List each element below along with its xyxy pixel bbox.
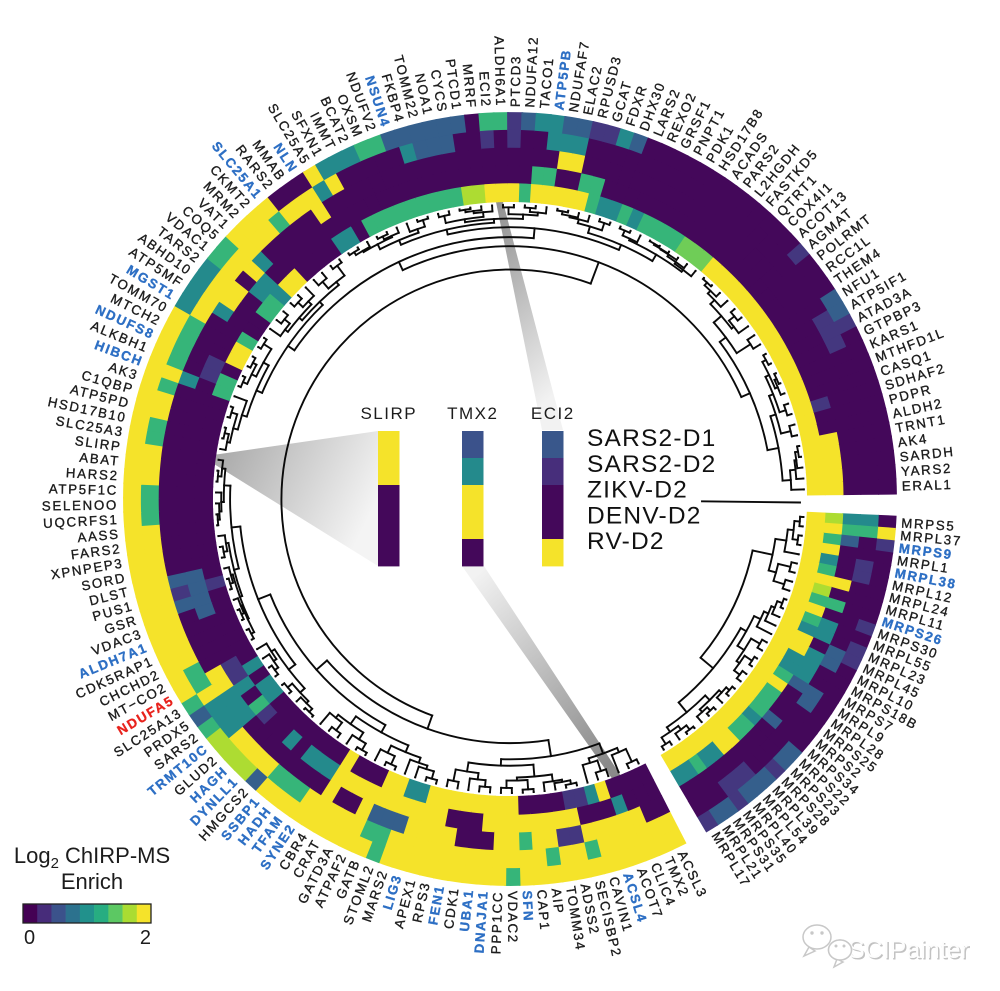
svg-text:SCIPainter: SCIPainter <box>848 936 969 964</box>
svg-text:AIP: AIP <box>549 887 567 915</box>
svg-text:UQCRFS1: UQCRFS1 <box>43 512 119 531</box>
svg-text:MRRF: MRRF <box>460 63 479 109</box>
svg-text:ZIKV-D2: ZIKV-D2 <box>587 477 688 504</box>
svg-text:TMX2: TMX2 <box>447 404 498 423</box>
svg-text:DENV-D2: DENV-D2 <box>587 502 702 529</box>
svg-text:DNAJA1: DNAJA1 <box>472 890 491 954</box>
svg-text:PTCD3: PTCD3 <box>508 55 524 107</box>
svg-text:YARS2: YARS2 <box>900 461 952 480</box>
svg-text:AK4: AK4 <box>897 431 929 450</box>
svg-text:SCIPainter: SCIPainter <box>850 938 971 966</box>
svg-text:AASS: AASS <box>77 527 120 546</box>
svg-text:SARS2-D1: SARS2-D1 <box>587 425 716 452</box>
svg-text:MRPL37: MRPL37 <box>900 528 963 549</box>
svg-text:SARDH: SARDH <box>899 444 955 465</box>
svg-text:MRPS9: MRPS9 <box>898 541 954 563</box>
svg-text:ERAL1: ERAL1 <box>902 477 953 494</box>
svg-text:SFN: SFN <box>520 890 536 922</box>
svg-text:Log2 ChIRP-MS: Log2 ChIRP-MS <box>14 843 170 872</box>
svg-text:CAP1: CAP1 <box>534 889 552 932</box>
svg-text:UBA1: UBA1 <box>457 888 476 932</box>
svg-text:NDUFA12: NDUFA12 <box>522 35 541 107</box>
svg-text:ALDH6A1: ALDH6A1 <box>491 36 508 107</box>
svg-text:0: 0 <box>24 927 35 949</box>
svg-text:PPP1CC: PPP1CC <box>488 891 505 955</box>
svg-text:HARS2: HARS2 <box>66 465 120 483</box>
svg-text:ATP5F1C: ATP5F1C <box>49 481 119 498</box>
svg-text:CDK1: CDK1 <box>441 886 462 930</box>
svg-text:MRPS5: MRPS5 <box>901 516 956 534</box>
svg-text:ECI2: ECI2 <box>531 404 575 423</box>
svg-text:SLIRP: SLIRP <box>360 404 417 423</box>
svg-text:SARS2-D2: SARS2-D2 <box>587 451 716 478</box>
svg-text:SELENOO: SELENOO <box>42 497 118 513</box>
svg-text:Enrich: Enrich <box>61 869 123 894</box>
svg-text:VDAC2: VDAC2 <box>505 891 520 944</box>
svg-text:RV-D2: RV-D2 <box>587 528 665 555</box>
svg-text:ECI2: ECI2 <box>476 71 493 108</box>
svg-text:PTCD1: PTCD1 <box>443 58 465 112</box>
svg-text:ABAT: ABAT <box>79 450 121 469</box>
svg-text:2: 2 <box>140 927 151 949</box>
svg-text:FARS2: FARS2 <box>70 541 122 562</box>
svg-text:SLIRP: SLIRP <box>74 433 123 454</box>
svg-text:TACO1: TACO1 <box>537 56 556 109</box>
svg-text:FEN1: FEN1 <box>425 883 447 926</box>
